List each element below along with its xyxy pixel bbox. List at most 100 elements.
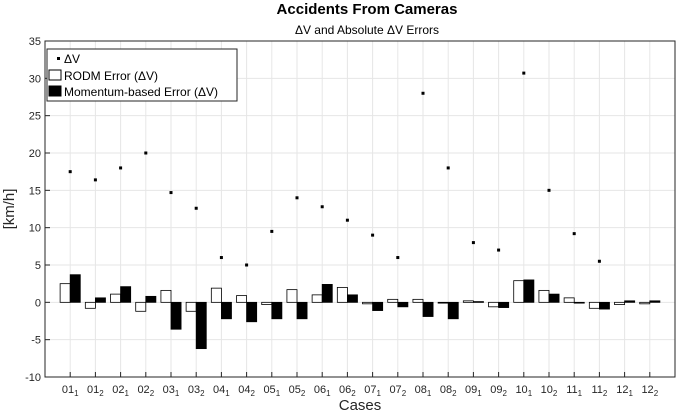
y-tick-label: 20 [29,148,41,160]
point-dv [396,256,400,260]
x-tick-label: 072 [389,384,406,398]
x-tick-label: 032 [188,384,205,398]
bar-rodm-error [538,289,550,303]
x-tick-label: 102 [541,384,558,398]
point-dv [144,151,148,155]
bar-rodm-error [336,286,348,303]
point-dv [219,256,223,260]
y-tick-label: 25 [29,111,41,123]
bar-rodm-error [588,301,600,309]
bar-rodm-error [462,300,474,303]
bar-rodm-error [84,301,96,309]
y-tick-label: 5 [35,260,41,272]
point-dv [270,229,274,233]
bar-rodm-error [110,293,121,303]
bar-rodm-error [236,295,248,303]
bar-momentum-error [498,301,510,308]
x-tick-label: 081 [415,384,432,398]
bar-rodm-error [311,294,323,303]
point-dv [497,248,501,252]
point-dv [572,232,576,236]
legend-box [46,48,238,102]
point-dv [597,259,601,263]
bar-momentum-error [195,301,207,350]
bar-rodm-error [614,301,626,305]
point-dv [320,205,324,209]
point-dv [119,166,123,170]
bar-rodm-error [59,283,71,303]
bar-momentum-error [472,301,484,303]
point-series [68,71,601,267]
x-tick-label: 011 [62,384,79,398]
bar-rodm-error [185,301,197,312]
legend-label-dv: ΔV [64,52,80,66]
x-tick-label: 022 [137,384,154,398]
x-tick-label: 122 [641,384,658,398]
legend-label-rodm: RODM Error (ΔV) [64,69,158,83]
bar-momentum-error [296,301,308,320]
x-tick-label: 042 [238,384,255,398]
x-tick-label: 082 [440,384,457,398]
point-dv [547,188,551,192]
bar-momentum-error [397,301,409,308]
point-dv [245,263,249,267]
y-tick-label: 10 [29,223,41,235]
point-dv [169,191,173,195]
bar-rodm-error [286,289,298,303]
y-tick-label: 35 [29,36,41,48]
bar-momentum-error [271,301,283,320]
y-tick-label: -10 [25,372,41,384]
bar-rodm-error [261,301,273,305]
point-dv [194,206,198,210]
x-tick-label: 101 [515,384,532,398]
x-tick-label: 021 [112,384,129,398]
x-axis-ticks: 011 012 021 022 031 032 041 042 051 052 061 062 071 0… [62,372,659,398]
legend: ΔV RODM Error (ΔV) Momentum-based Error … [46,48,238,102]
bar-momentum-error [220,301,232,320]
bar-momentum-error [372,301,384,311]
bar-momentum-error [120,286,132,303]
point-dv [295,196,299,200]
legend-marker-rodm [48,69,62,81]
chart-title: Accidents From Cameras [277,1,458,18]
bar-momentum-error [170,301,182,330]
y-axis-label: [km/h] [1,189,18,230]
bar-momentum-error [346,294,358,303]
x-tick-label: 111 [566,384,582,398]
bar-series [59,274,661,350]
point-dv [371,233,375,237]
x-tick-label: 121 [616,384,633,398]
x-tick-label: 062 [339,384,356,398]
bar-rodm-error [639,301,651,305]
bar-momentum-error [573,301,585,304]
x-tick-label: 052 [289,384,306,398]
x-tick-label: 091 [465,384,482,398]
bar-rodm-error [563,297,575,303]
plot-frame [44,40,676,378]
bar-momentum-error [649,300,661,303]
bar-rodm-error [513,280,525,303]
bar-rodm-error [160,289,172,303]
x-tick-label: 112 [591,384,607,398]
point-dv [421,91,425,95]
point-dv [471,241,475,245]
bar-momentum-error [321,284,333,303]
bar-rodm-error [387,298,399,303]
x-tick-label: 071 [364,384,381,398]
bar-momentum-error [422,301,434,317]
bar-rodm-error [210,287,222,303]
x-tick-label: 092 [490,384,507,398]
y-tick-label: -5 [31,335,41,347]
y-tick-label: 0 [35,297,41,309]
x-tick-label: 012 [87,384,104,398]
y-axis-ticks: -10 -5 0 5 10 15 20 25 30 35 [25,36,50,384]
y-tick-label: 15 [29,185,41,197]
bar-rodm-error [362,301,373,305]
bar-momentum-error [548,293,560,303]
bar-momentum-error [447,301,459,320]
bar-rodm-error [412,298,424,303]
bar-momentum-error [523,279,535,303]
x-tick-label: 031 [163,384,180,398]
chart-subtitle: ΔV and Absolute ΔV Errors [295,23,439,37]
